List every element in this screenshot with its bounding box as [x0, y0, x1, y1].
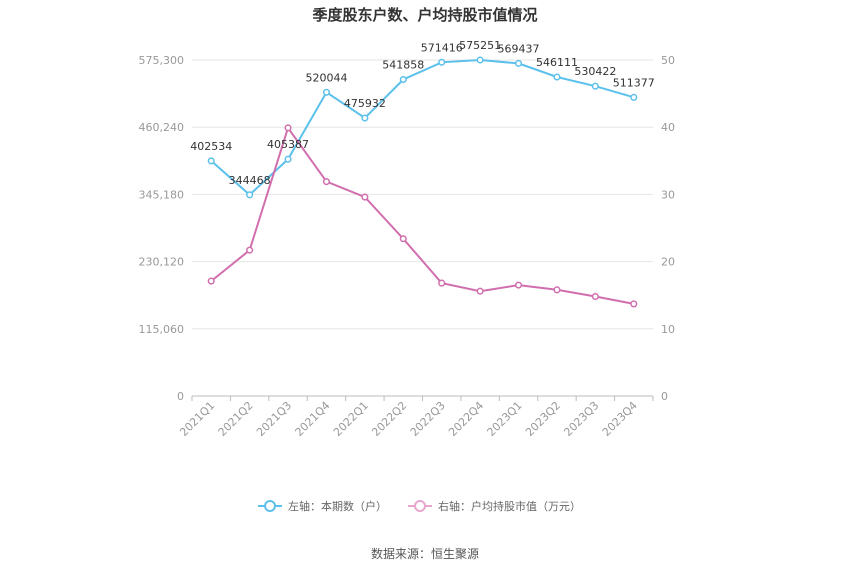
series-2-point	[207, 277, 215, 285]
series-1-point	[246, 191, 254, 199]
x-tick-label: 2021Q1	[177, 399, 217, 439]
x-tick-label: 2022Q1	[331, 399, 371, 439]
series-1-point	[553, 73, 561, 81]
series-2-point	[630, 300, 638, 308]
data-label: 475932	[344, 97, 386, 110]
legend-marker-right	[414, 500, 426, 512]
series-1-point	[322, 88, 331, 96]
x-tick-label: 2022Q3	[408, 399, 448, 439]
x-tick-label: 2021Q3	[254, 399, 294, 439]
y-left-tick-label: 0	[177, 390, 184, 403]
legend: 左轴：本期数（户） 右轴：户均持股市值（万元）	[258, 499, 581, 513]
series-1-point	[284, 155, 292, 163]
series-2-point	[476, 287, 484, 295]
y-left-tick-label: 230,120	[139, 256, 185, 269]
data-label: 569437	[498, 42, 540, 55]
x-tick-label: 2023Q4	[600, 399, 640, 439]
x-tick-label: 2022Q4	[446, 399, 486, 439]
data-label: 530422	[574, 65, 616, 78]
data-label: 520044	[305, 71, 347, 84]
data-label: 344468	[229, 174, 271, 187]
x-tick-label: 2023Q3	[561, 399, 601, 439]
series-2-point	[591, 292, 599, 301]
series-2-point	[514, 281, 523, 289]
data-label: 405387	[267, 138, 309, 151]
y-right-tick-label: 40	[661, 121, 675, 134]
data-label: 571416	[421, 41, 463, 54]
chart-title: 季度股东户数、户均持股市值情况	[312, 6, 537, 24]
y-right-tick-label: 20	[661, 256, 675, 269]
y-right-tick-label: 0	[661, 390, 668, 403]
series-1-point	[438, 58, 446, 66]
y-left-tick-label: 345,180	[139, 188, 185, 201]
series-1-point	[399, 75, 407, 84]
legend-item-left[interactable]: 左轴：本期数（户）	[258, 499, 387, 513]
legend-label-right: 右轴：户均持股市值（万元）	[438, 499, 581, 513]
series-2-point	[284, 124, 292, 132]
data-label: 511377	[613, 76, 655, 89]
series-1-point	[476, 56, 484, 64]
series-1-point	[207, 157, 215, 165]
data-labels: 402534 344468 405387 520044 475932 541858 5714…	[190, 39, 655, 187]
y-left-tick-label: 115,060	[139, 323, 185, 336]
series-2-point	[361, 193, 369, 201]
data-label: 575251	[459, 39, 501, 52]
series-1-point	[630, 93, 638, 101]
data-label: 402534	[190, 140, 232, 153]
series-2-point	[322, 178, 331, 186]
y-right-tick-label: 10	[661, 323, 675, 336]
x-tick-label: 2021Q2	[216, 399, 256, 439]
data-source: 数据来源：恒生聚源	[371, 546, 479, 561]
series-layer	[207, 56, 638, 308]
x-tick-label: 2021Q4	[293, 399, 333, 439]
x-tick-label: 2023Q1	[485, 399, 525, 439]
axes: 0 0 115,060 10 230,120 20 345,180 30 460,240 40 57…	[139, 54, 676, 439]
data-label: 541858	[382, 59, 424, 72]
data-label: 546111	[536, 56, 578, 69]
series-1-point	[361, 114, 369, 122]
series-2-point	[438, 279, 446, 287]
y-left-tick-label: 460,240	[139, 121, 185, 134]
x-tick-label: 2022Q2	[369, 399, 409, 439]
series-line-1	[210, 58, 635, 197]
x-tick-label: 2023Q2	[523, 399, 563, 439]
series-line-2	[210, 125, 634, 305]
y-left-tick-label: 575,300	[139, 54, 185, 67]
series-1-point	[514, 59, 523, 67]
grid	[192, 59, 653, 330]
series-2-point	[246, 246, 254, 254]
series-2-point	[553, 286, 561, 294]
legend-item-right[interactable]: 右轴：户均持股市值（万元）	[408, 499, 581, 513]
y-right-tick-label: 30	[661, 188, 675, 201]
legend-marker-left	[264, 500, 276, 512]
legend-label-left: 左轴：本期数（户）	[288, 499, 387, 513]
series-2-point	[399, 235, 407, 243]
series-1-point	[591, 82, 599, 90]
y-right-tick-label: 50	[661, 54, 675, 67]
